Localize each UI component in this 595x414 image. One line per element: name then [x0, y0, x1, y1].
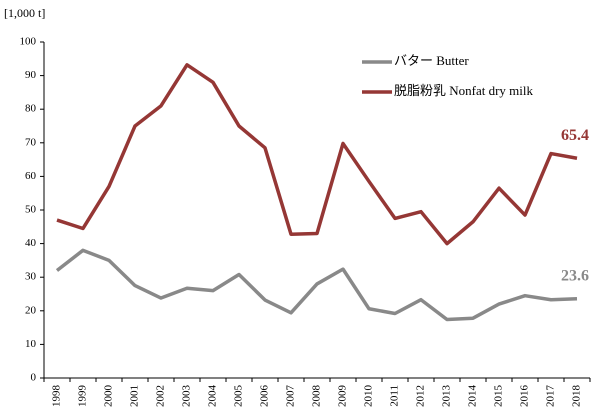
y-tick-label: 50: [25, 204, 37, 216]
y-tick-label: 10: [25, 338, 37, 350]
x-tick-label: 1998: [51, 385, 63, 408]
data-label: 65.4: [561, 127, 589, 144]
x-tick-label: 2001: [129, 385, 141, 407]
y-tick-label: 30: [25, 271, 37, 283]
x-tick-label: 2009: [337, 385, 349, 408]
x-tick-label: 1999: [77, 385, 89, 408]
x-tick-label: 2013: [441, 385, 453, 408]
x-tick-label: 2014: [467, 385, 479, 408]
data-label: 23.6: [561, 267, 589, 284]
x-tick-label: 2010: [363, 385, 375, 408]
y-tick-label: 90: [25, 69, 37, 81]
x-tick-label: 2016: [519, 385, 531, 408]
y-tick-label: 100: [20, 36, 37, 48]
x-tick-label: 2005: [233, 385, 245, 408]
series-line: [56, 63, 578, 246]
x-tick-label: 2012: [415, 385, 427, 407]
series-line: [55, 248, 578, 322]
x-tick-label: 2015: [493, 385, 505, 408]
x-tick-label: 2003: [181, 385, 193, 408]
y-tick-label: 60: [25, 170, 37, 182]
x-tick-label: 2000: [103, 385, 115, 408]
x-tick-label: 2018: [571, 385, 583, 408]
x-tick-label: 2004: [207, 385, 219, 408]
y-tick-label: 0: [31, 372, 37, 384]
x-tick-label: 2002: [155, 385, 167, 407]
legend-label: 脱脂粉乳 Nonfat dry milk: [394, 83, 534, 98]
y-tick-label: 70: [25, 136, 37, 148]
y-tick-label: 20: [25, 304, 37, 316]
x-tick-label: 2008: [311, 385, 323, 408]
x-tick-label: 2006: [259, 385, 271, 408]
x-tick-label: 2007: [285, 385, 297, 408]
x-tick-label: 2017: [545, 385, 557, 408]
y-tick-label: 40: [25, 237, 37, 249]
y-tick-label: 80: [25, 103, 37, 115]
legend-label: バター Butter: [394, 53, 469, 68]
x-tick-label: 2011: [389, 385, 401, 407]
y-axis-label: [1,000 t]: [4, 6, 45, 20]
